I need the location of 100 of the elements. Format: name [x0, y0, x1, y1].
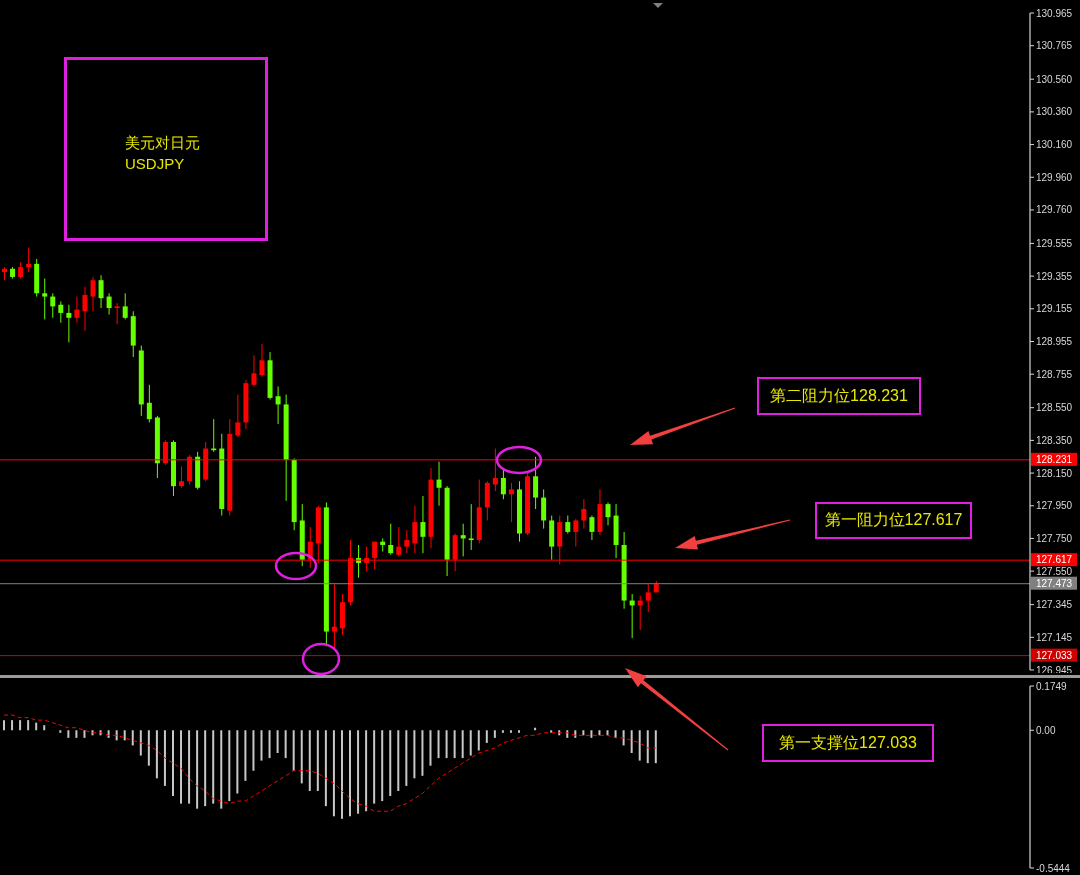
bar	[188, 730, 191, 804]
bar	[252, 730, 255, 771]
bar	[349, 730, 352, 817]
bar	[389, 730, 392, 797]
bar	[171, 730, 174, 797]
y-tick-label: 127.950	[1036, 500, 1073, 512]
bar	[493, 730, 496, 738]
candlestick	[82, 286, 88, 332]
bar	[59, 730, 62, 733]
candlestick	[581, 498, 587, 530]
ref-line-label: 127.617	[1035, 554, 1073, 566]
bar	[397, 730, 400, 791]
text: USDJPY	[125, 154, 186, 174]
y-tick-label: 129.155	[1036, 303, 1073, 315]
bar	[445, 730, 448, 759]
bar	[236, 730, 239, 794]
bar	[365, 730, 368, 812]
y-tick-label: 127.550	[1036, 565, 1073, 577]
bar	[598, 730, 601, 736]
candlestick	[42, 278, 48, 320]
y-tick-label: 128.150	[1036, 467, 1073, 479]
bar	[340, 730, 343, 819]
candlestick	[58, 300, 64, 324]
y-tick-label: 128.550	[1036, 402, 1073, 414]
bar	[501, 730, 504, 733]
candlestick	[50, 292, 56, 319]
bar	[485, 730, 488, 743]
candlestick	[460, 523, 466, 557]
candlestick	[589, 515, 595, 541]
candlestick	[74, 296, 80, 324]
annotation: 第二阻力位128.231	[757, 377, 921, 415]
bar	[11, 720, 14, 731]
candlestick	[468, 503, 474, 551]
candlestick	[533, 456, 539, 510]
y-tick-label: 127.145	[1036, 631, 1073, 643]
bar	[67, 730, 70, 738]
candlestick	[66, 304, 72, 343]
y-tick-label: 128.755	[1036, 368, 1073, 380]
bar	[582, 730, 585, 736]
candlestick	[412, 505, 418, 554]
bar	[292, 730, 295, 771]
bar	[373, 730, 376, 804]
candlestick	[114, 302, 120, 325]
ref-line-label: 128.231	[1035, 453, 1073, 465]
annotation: 第一阻力位127.617	[815, 502, 972, 539]
bar	[180, 730, 183, 804]
bar	[139, 730, 142, 756]
bar	[332, 730, 335, 817]
bar	[638, 730, 641, 761]
bar	[381, 730, 384, 802]
y-tick-label: 126.945	[1036, 664, 1073, 676]
bar	[646, 730, 649, 764]
bar	[155, 730, 158, 779]
y-tick-label: 129.760	[1036, 204, 1073, 216]
bar	[461, 730, 464, 759]
candlestick	[275, 385, 281, 425]
y-tick-label: 127.345	[1036, 599, 1073, 611]
ref-line-label: 127.033	[1035, 649, 1073, 661]
bar	[284, 730, 287, 759]
bar	[212, 730, 215, 804]
text: 美元对日元	[125, 133, 200, 153]
candlestick	[605, 501, 611, 526]
y-tick-label: 127.750	[1036, 532, 1073, 544]
candlestick	[436, 461, 442, 507]
candlestick	[179, 466, 185, 489]
candlestick	[98, 274, 104, 309]
bar	[437, 730, 440, 759]
bar	[509, 730, 512, 733]
y-tick-label: 129.960	[1036, 171, 1073, 183]
candlestick	[90, 276, 96, 312]
bar	[316, 730, 319, 791]
y-tick-label: 130.360	[1036, 106, 1073, 118]
bar	[300, 730, 303, 784]
y-tick-label: 129.355	[1036, 270, 1073, 282]
bar	[19, 720, 22, 731]
bar	[83, 730, 86, 738]
y-tick-label: 0.1749	[1036, 680, 1068, 692]
bar	[115, 730, 118, 741]
bar	[477, 730, 480, 751]
y-tick-label: 129.555	[1036, 237, 1073, 249]
candlestick	[331, 583, 337, 649]
candlestick	[146, 384, 152, 423]
bar	[421, 730, 424, 776]
bar	[123, 730, 126, 741]
bar	[518, 730, 520, 733]
bar	[163, 730, 166, 786]
candlestick	[420, 495, 426, 554]
y-tick-label: 130.160	[1036, 139, 1073, 151]
y-tick-label: -0.5444	[1036, 862, 1071, 874]
candlestick	[106, 292, 112, 316]
bar	[27, 720, 30, 731]
bar	[260, 730, 263, 761]
candlestick	[26, 247, 32, 273]
line-series	[3, 714, 657, 812]
bar	[606, 730, 609, 736]
bar	[429, 730, 432, 766]
y-tick-label: 0.00	[1036, 724, 1056, 736]
bar	[204, 730, 207, 807]
candlestick	[396, 526, 402, 557]
bar	[324, 730, 327, 807]
